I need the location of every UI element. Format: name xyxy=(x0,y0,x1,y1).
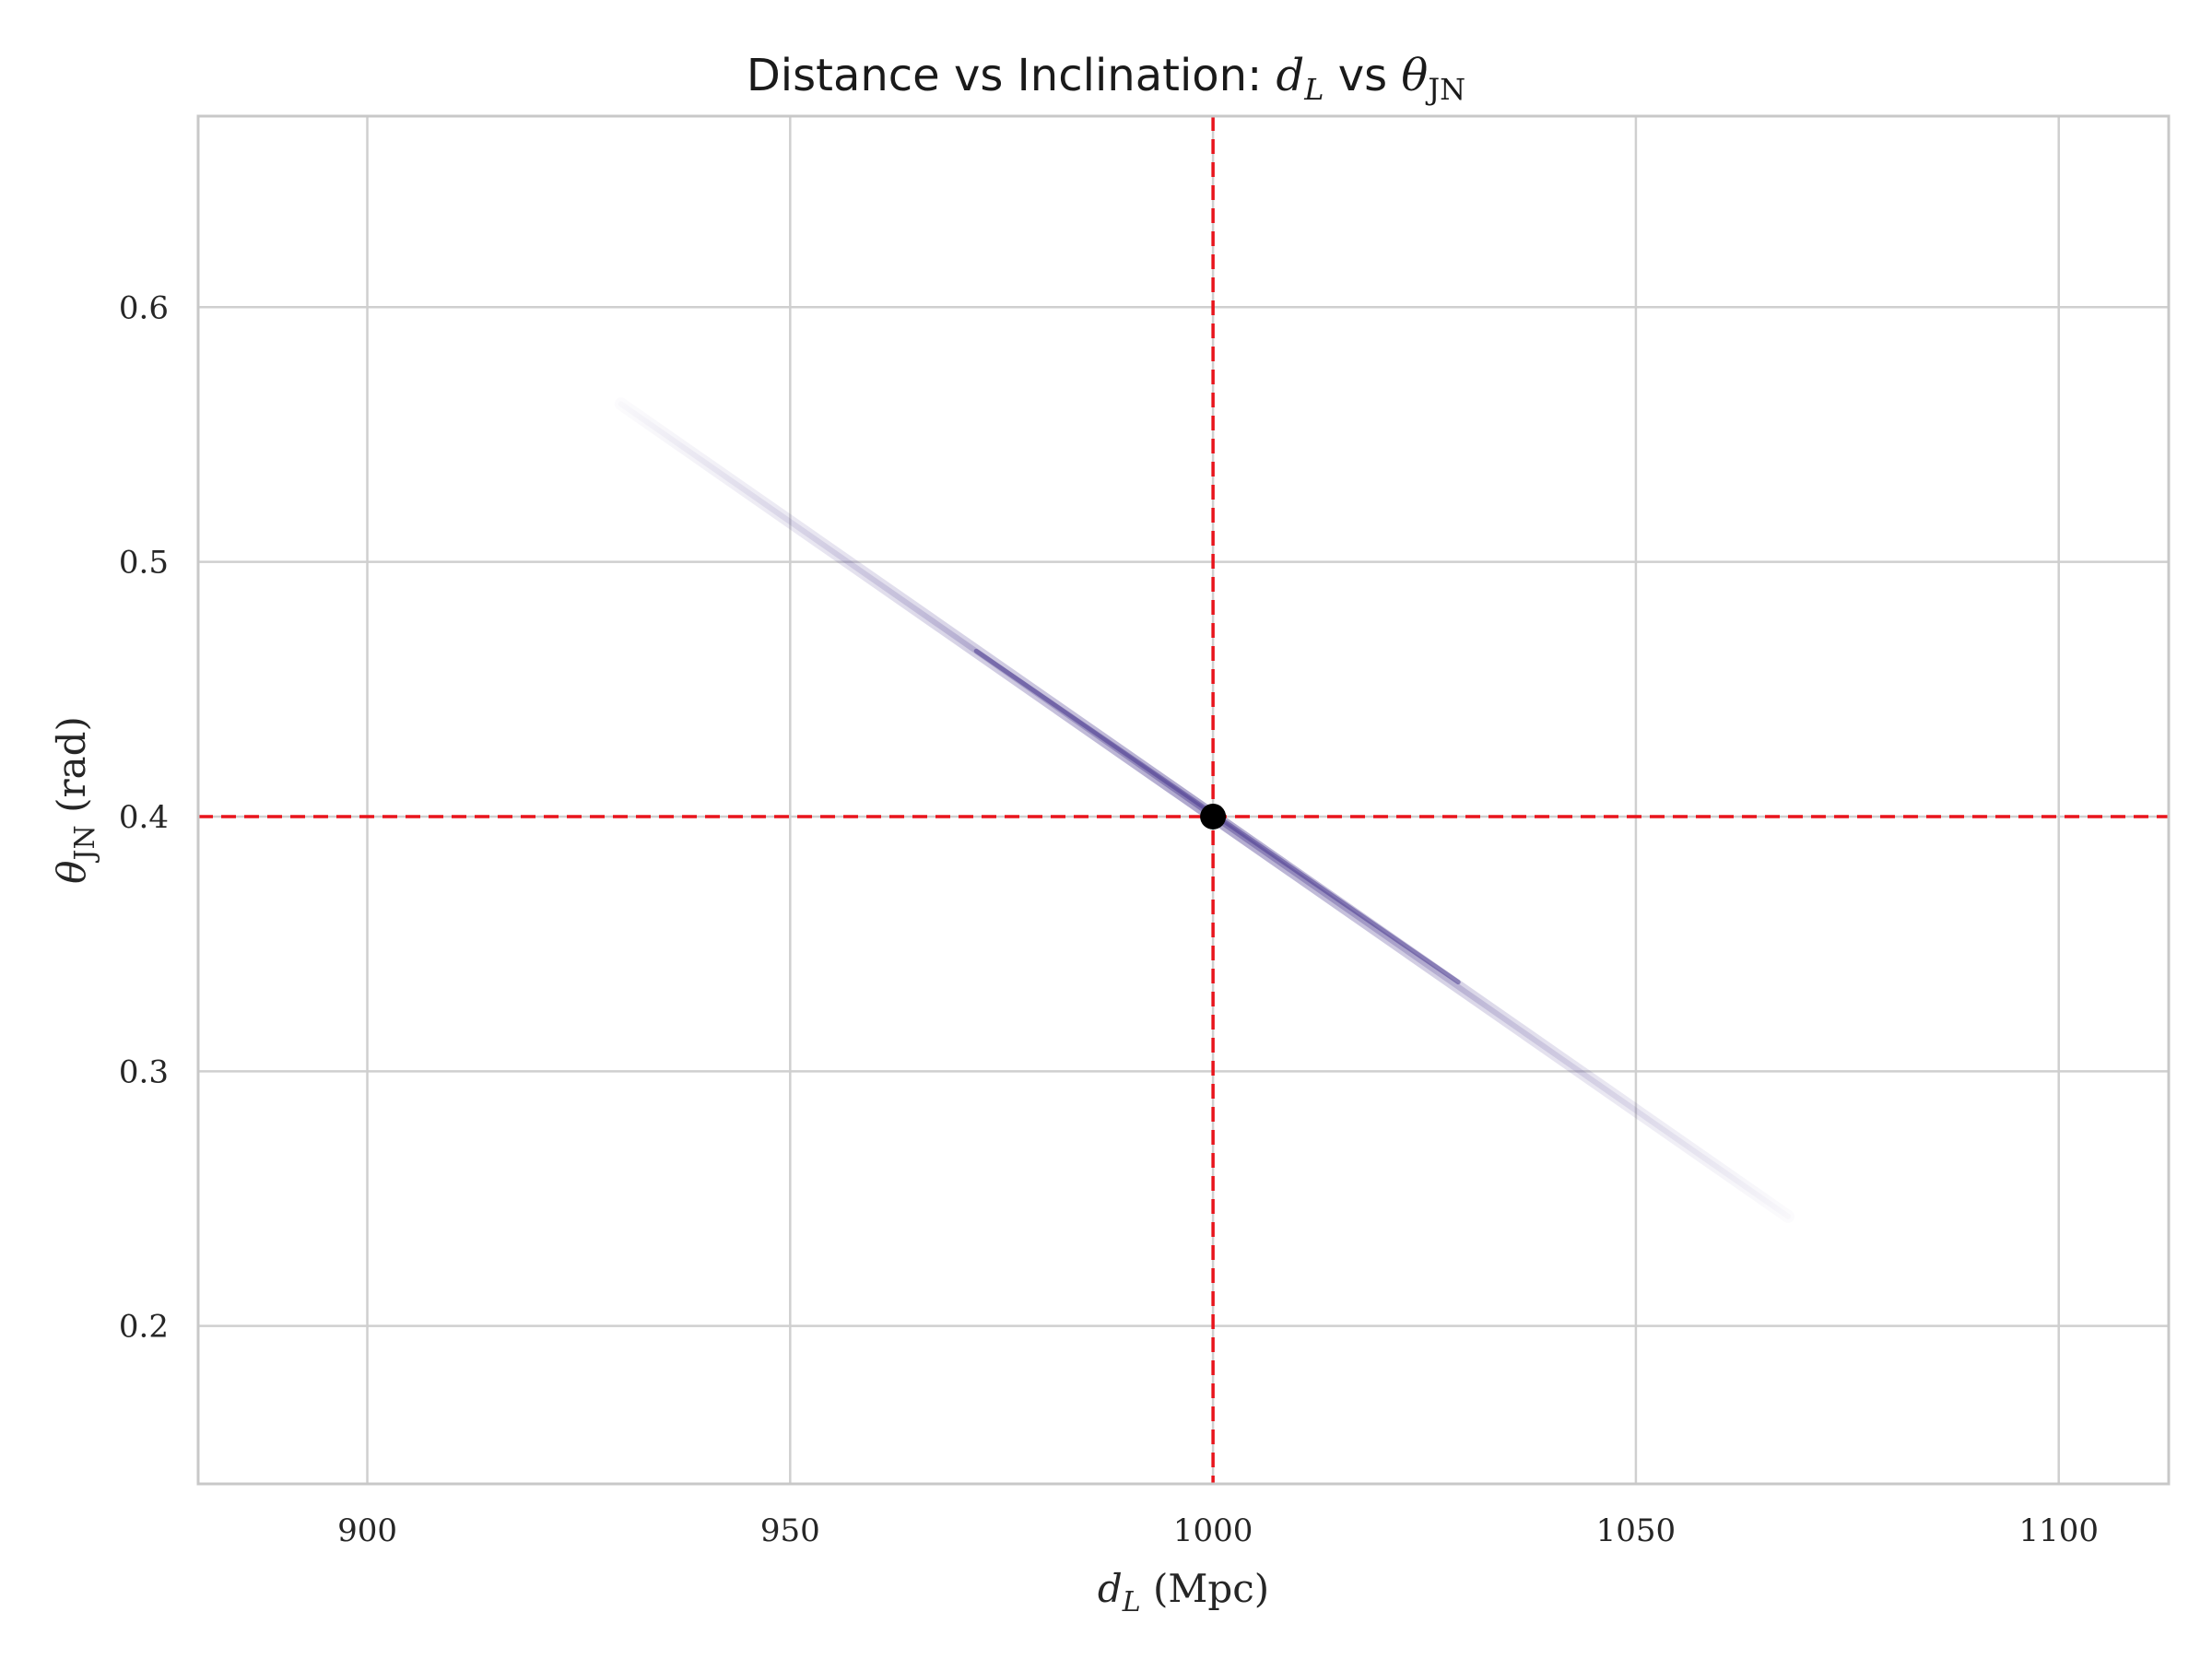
x-tick-label-1100: 1100 xyxy=(2018,1512,2099,1549)
y-tick-label-0.3: 0.3 xyxy=(119,1053,169,1090)
x-axis-label: dL (Mpc) xyxy=(1098,1566,1269,1618)
plot-frame xyxy=(196,114,2171,1486)
y-tick-label-0.5: 0.5 xyxy=(119,545,169,582)
x-tick-labels: 900 950 1000 1050 1100 xyxy=(337,1512,2099,1549)
grid-lines xyxy=(198,116,2169,1484)
reference-lines xyxy=(198,116,2169,1484)
title-subscript-l: L xyxy=(1303,72,1324,107)
y-tick-label-0.2: 0.2 xyxy=(119,1309,169,1346)
y-axis-subscript: JN xyxy=(69,825,101,863)
injection-markers xyxy=(1200,803,1227,830)
injection-point xyxy=(1200,803,1227,830)
x-tick-label-950: 950 xyxy=(760,1512,820,1549)
title-prefix: Distance vs Inclination: xyxy=(747,50,1277,101)
chart-title: Distance vs Inclination: dL vs θJN xyxy=(747,50,1465,107)
title-symbol-d: d xyxy=(1277,50,1305,101)
x-tick-label-900: 900 xyxy=(337,1512,397,1549)
x-axis-unit: (Mpc) xyxy=(1141,1566,1270,1611)
x-axis-symbol: d xyxy=(1098,1566,1123,1611)
y-axis-unit: (rad) xyxy=(49,716,94,825)
y-tick-label-0.4: 0.4 xyxy=(119,799,169,836)
title-symbol-theta: θ xyxy=(1401,50,1428,101)
x-tick-label-1000: 1000 xyxy=(1173,1512,1253,1549)
title-subscript-jn: JN xyxy=(1425,72,1465,107)
x-tick-label-1050: 1050 xyxy=(1596,1512,1677,1549)
title-mid: vs xyxy=(1324,50,1401,101)
y-axis-symbol: θ xyxy=(49,861,94,884)
y-axis-label: θJN (rad) xyxy=(49,716,101,884)
x-axis-subscript: L xyxy=(1122,1586,1141,1618)
y-tick-labels: 0.2 0.3 0.4 0.5 0.6 xyxy=(119,289,169,1345)
y-tick-label-0.6: 0.6 xyxy=(119,289,169,326)
